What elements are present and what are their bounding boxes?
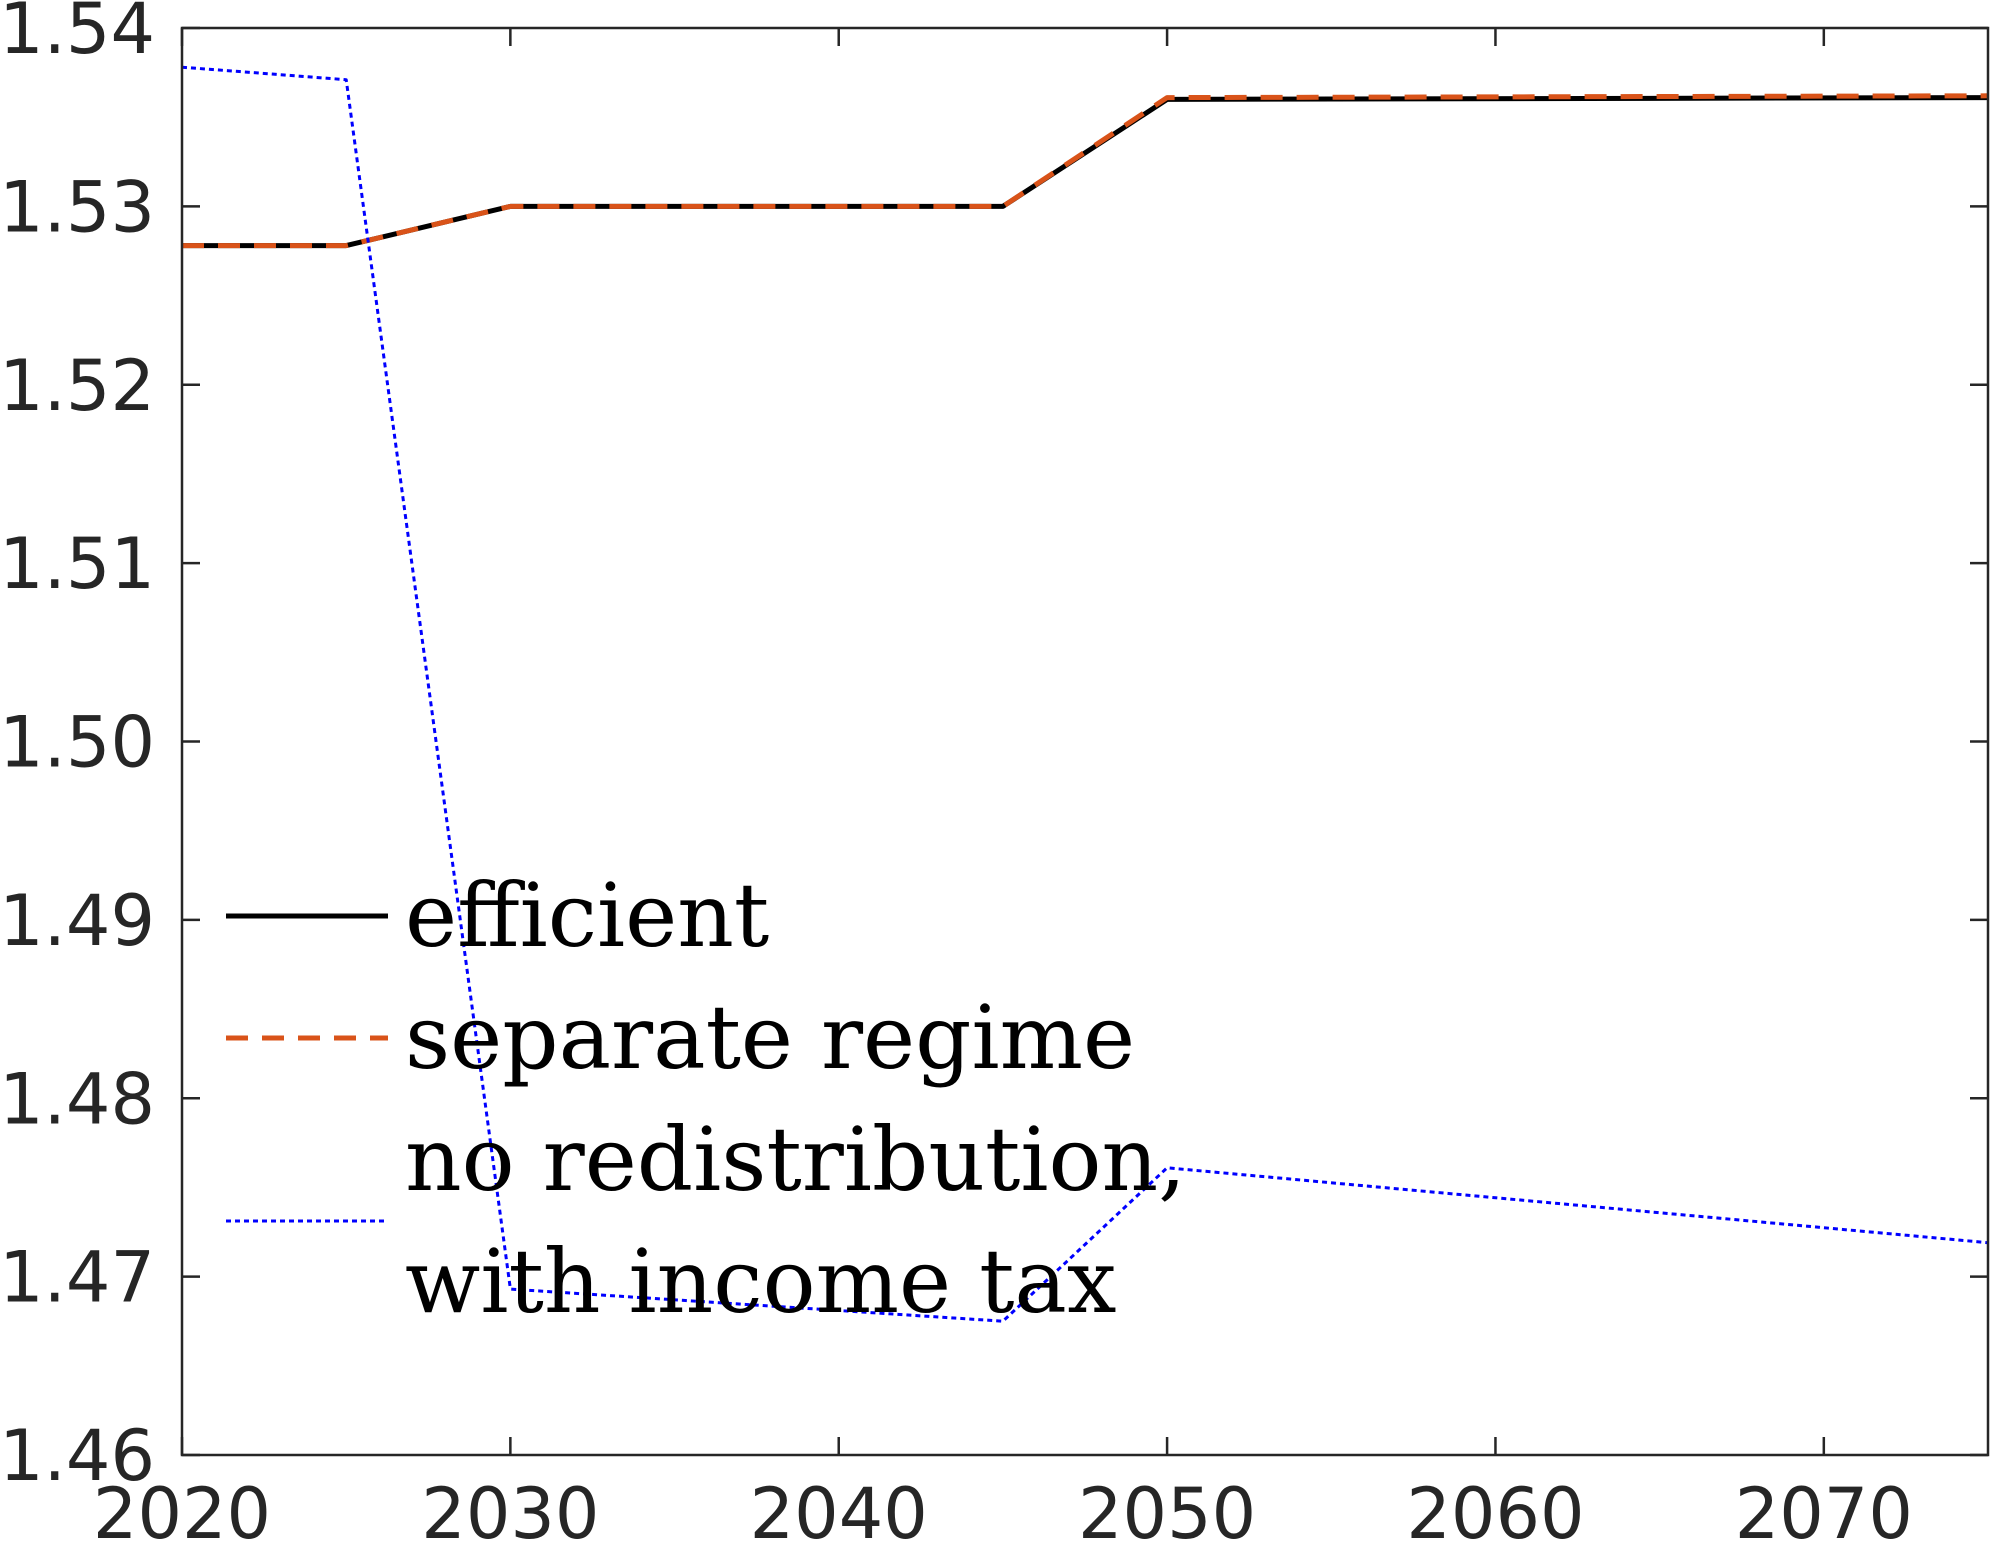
y-tick-label: 1.46 [0, 1415, 155, 1497]
y-tick-label: 1.53 [0, 166, 155, 248]
y-tick-label: 1.51 [0, 523, 155, 605]
x-tick-label: 2070 [1735, 1473, 1913, 1553]
x-tick-label: 2020 [93, 1473, 271, 1553]
legend-label-3: with income tax [405, 1230, 1117, 1333]
series-line-2 [182, 93, 1989, 249]
legend-label-1: efficient [405, 864, 769, 967]
y-tick-label: 1.48 [0, 1058, 155, 1140]
series-line-3 [181, 65, 1989, 1323]
y-tick-label: 1.52 [0, 345, 155, 427]
x-tick-label: 2030 [421, 1473, 599, 1553]
y-tick-label: 1.49 [0, 880, 155, 962]
y-tick-label: 1.50 [0, 702, 155, 784]
y-tick-label: 1.47 [0, 1237, 155, 1319]
legend: efficient separate regime no redistributio… [226, 864, 1186, 1333]
legend-label-2: separate regime [405, 986, 1135, 1089]
y-tick-label: 1.54 [0, 0, 155, 70]
x-tick-label: 2040 [750, 1473, 928, 1553]
x-tick-label: 2050 [1078, 1473, 1256, 1553]
series-layer [181, 65, 1989, 1323]
x-tick-label: 2060 [1406, 1473, 1584, 1553]
legend-label-3: no redistribution, [405, 1108, 1186, 1211]
